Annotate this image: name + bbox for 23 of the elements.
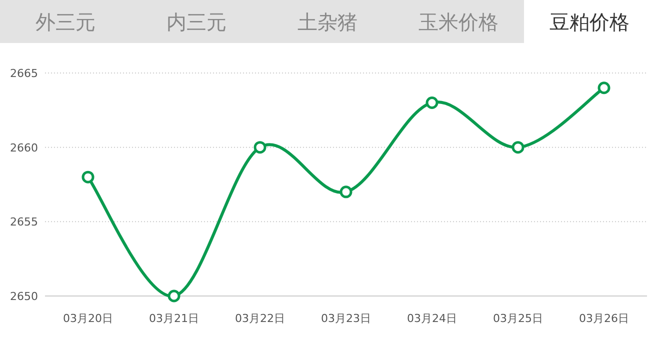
- chart-title: 豆粕价格: [550, 10, 630, 34]
- text: 玉米价格: [418, 10, 498, 34]
- point: [82, 170, 94, 184]
- text: 外三元: [36, 10, 96, 34]
- x-tick-label: 03月21日: [149, 312, 199, 325]
- point: [254, 141, 266, 154]
- x-tick-label: 03月25日: [493, 312, 543, 325]
- point: [512, 141, 524, 154]
- point: [168, 290, 180, 302]
- y-tick-label: 2665: [10, 67, 38, 80]
- x-tick-label: 03月20日: [63, 312, 113, 325]
- point: [426, 96, 438, 109]
- point: [340, 186, 352, 198]
- y-tick-label: 2660: [10, 141, 38, 154]
- text: 内三元: [166, 10, 226, 34]
- y-tick-label: 2655: [10, 216, 38, 229]
- text: 土杂猪: [298, 10, 358, 34]
- y-tick-label: 2650: [10, 290, 38, 303]
- x-tick-label: 03月26日: [579, 312, 629, 325]
- x-tick-label: 03月22日: [235, 312, 285, 325]
- x-tick-label: 03月23日: [321, 312, 371, 325]
- point: [598, 82, 610, 94]
- x-tick-label: 03月24日: [407, 312, 457, 325]
